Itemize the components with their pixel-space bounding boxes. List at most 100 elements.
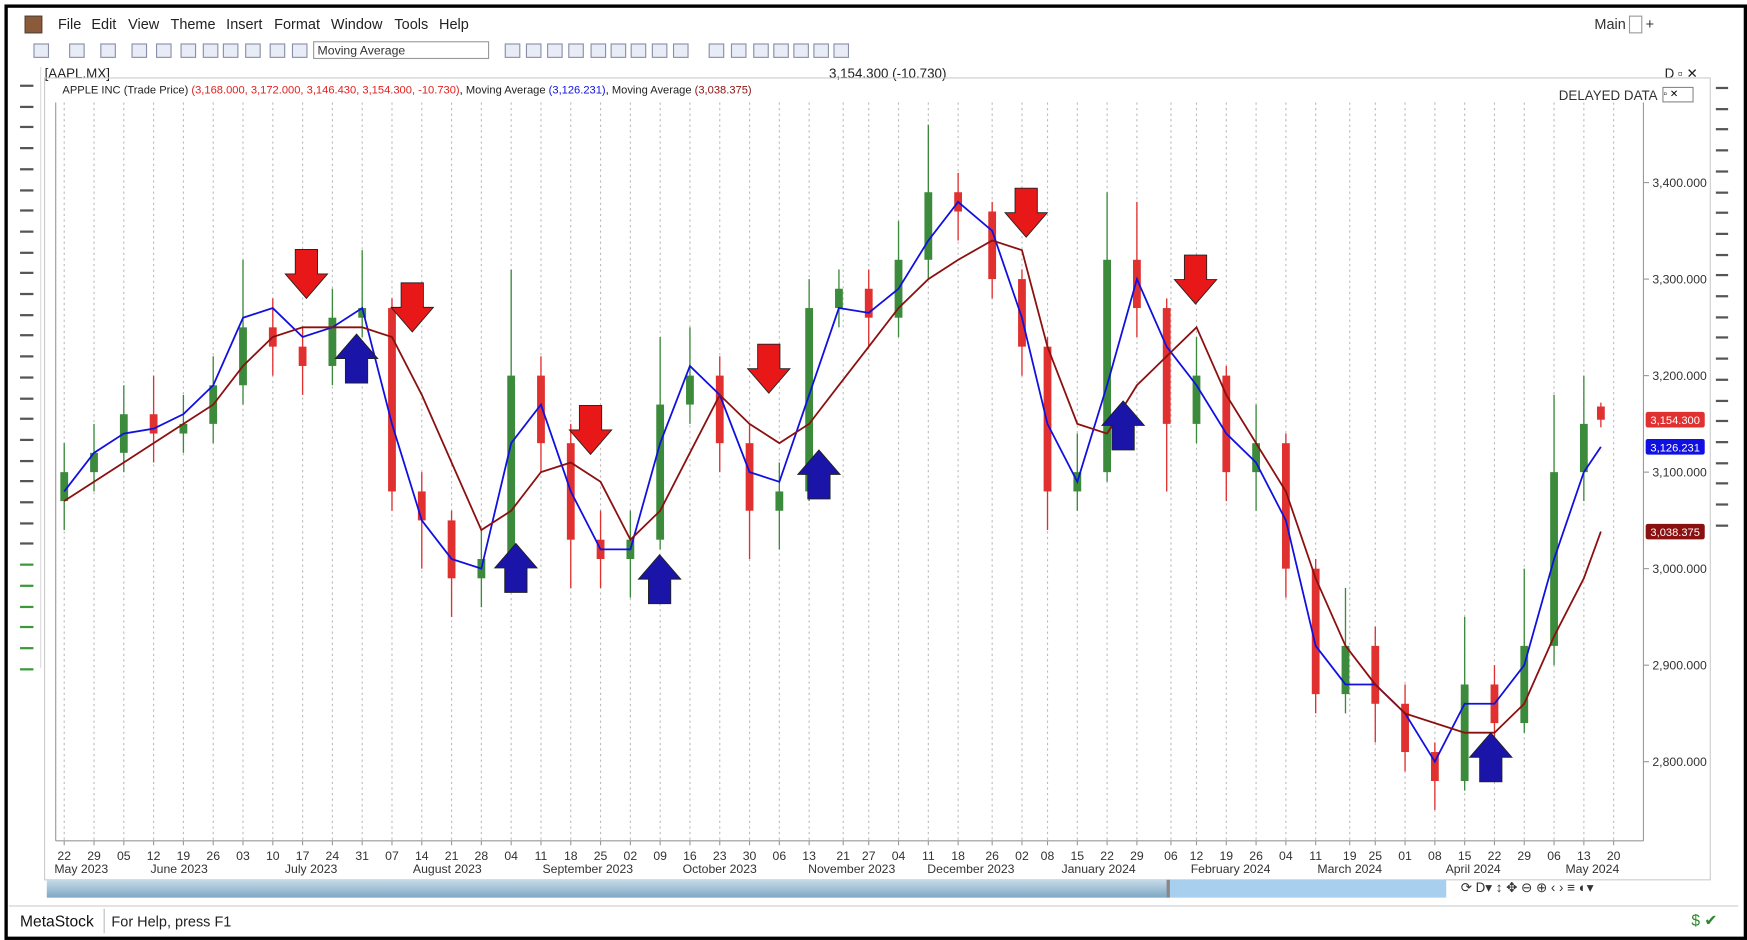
menu-item[interactable]: View: [128, 15, 160, 33]
menu-item[interactable]: Help: [438, 15, 469, 33]
scroll-thumb[interactable]: [1166, 879, 1447, 898]
scroll-overview[interactable]: [46, 879, 1167, 898]
menu-item[interactable]: Window: [330, 15, 383, 33]
drawing-tool[interactable]: [20, 532, 34, 546]
tool[interactable]: [1715, 117, 1729, 131]
drawing-tool[interactable]: [20, 448, 34, 462]
drawing-tool[interactable]: [20, 407, 34, 421]
x-tick-label: 11: [535, 849, 548, 863]
tool[interactable]: [1715, 180, 1729, 194]
tool[interactable]: [1715, 159, 1729, 173]
drawing-tool[interactable]: [20, 344, 34, 358]
tool[interactable]: [1715, 305, 1729, 319]
drawing-tool[interactable]: [20, 178, 34, 191]
menu-item[interactable]: Tools: [394, 15, 429, 33]
tool[interactable]: [1715, 430, 1729, 444]
x-tick-label: 21: [836, 849, 850, 863]
menu-item[interactable]: Theme: [170, 15, 216, 33]
indicator-select[interactable]: Moving Average: [313, 41, 490, 60]
tool[interactable]: [1715, 76, 1729, 90]
tool[interactable]: [1715, 263, 1729, 277]
drawing-tool[interactable]: [20, 240, 34, 254]
drawing-tool[interactable]: [20, 219, 34, 233]
tool[interactable]: [1715, 201, 1729, 215]
drawing-tool[interactable]: [20, 386, 34, 400]
tool[interactable]: [1715, 367, 1729, 381]
periodicity[interactable]: D: [1475, 879, 1486, 896]
tool[interactable]: [1715, 409, 1729, 423]
tool[interactable]: [1715, 284, 1729, 298]
tool[interactable]: [1715, 138, 1729, 152]
tool[interactable]: [1715, 492, 1729, 506]
drawing-tool[interactable]: [20, 261, 34, 275]
toolbar-button[interactable]: [610, 43, 627, 58]
drawing-tool[interactable]: [20, 198, 34, 212]
toolbar-button[interactable]: [180, 43, 197, 58]
toolbar-button[interactable]: [630, 43, 647, 58]
toolbar-button[interactable]: [131, 43, 148, 58]
workspace-dropdown[interactable]: [1628, 15, 1643, 34]
scroll-controls[interactable]: ⟳ D▾ ↕ ✥ ⊖ ⊕ ‹ › ≡ ◐▾: [1460, 879, 1594, 896]
drawing-tool[interactable]: [20, 323, 34, 337]
menu-item[interactable]: File: [57, 15, 82, 33]
tool[interactable]: [1715, 326, 1729, 339]
toolbar-button[interactable]: [245, 43, 261, 58]
drawing-tool[interactable]: [20, 636, 34, 650]
drawing-tool[interactable]: [20, 469, 34, 483]
menu-item[interactable]: Insert: [226, 15, 263, 33]
tool[interactable]: [1715, 451, 1729, 464]
toolbar-button[interactable]: [547, 43, 563, 58]
workspace-add[interactable]: +: [1645, 15, 1655, 33]
drawing-tool[interactable]: [20, 136, 34, 150]
drawing-tool[interactable]: [20, 303, 34, 316]
drawing-tool[interactable]: [20, 657, 34, 670]
toolbar-button[interactable]: [202, 43, 219, 58]
tool[interactable]: [1715, 242, 1729, 256]
toolbar-button[interactable]: [525, 43, 542, 58]
tool[interactable]: [1715, 346, 1729, 360]
drawing-tool[interactable]: [20, 282, 34, 296]
drawing-tool[interactable]: [20, 573, 34, 587]
toolbar-button[interactable]: [291, 43, 308, 58]
toolbar-button[interactable]: [708, 43, 725, 58]
menu-item[interactable]: Edit: [91, 15, 117, 33]
toolbar-button[interactable]: [155, 43, 172, 58]
toolbar-button[interactable]: [773, 43, 789, 58]
toolbar-button[interactable]: [672, 43, 689, 58]
tool[interactable]: [1715, 97, 1729, 110]
toolbar-button[interactable]: [69, 43, 85, 58]
drawing-tool[interactable]: [20, 490, 34, 504]
menu-item[interactable]: Format: [274, 15, 320, 33]
tool[interactable]: [1715, 513, 1729, 527]
drawing-tool[interactable]: [20, 365, 34, 379]
drawing-tool[interactable]: [20, 594, 34, 608]
toolbar-button[interactable]: [33, 43, 50, 58]
workspace[interactable]: Main: [1594, 15, 1626, 33]
pane-controls[interactable]: ▫ ✕: [1662, 86, 1694, 103]
toolbar-button[interactable]: [590, 43, 607, 58]
toolbar-button[interactable]: [100, 43, 116, 58]
drawing-tool[interactable]: [20, 552, 34, 566]
drawing-tool[interactable]: [20, 511, 34, 525]
toolbar-button[interactable]: [833, 43, 850, 58]
drawing-tool[interactable]: [20, 74, 34, 87]
toolbar-button[interactable]: [753, 43, 769, 58]
drawing-tool[interactable]: [20, 428, 34, 441]
toolbar-button[interactable]: [730, 43, 747, 58]
toolbar-button[interactable]: [793, 43, 809, 58]
toolbar-button[interactable]: [222, 43, 239, 58]
tool[interactable]: [1715, 388, 1729, 402]
toolbar-button[interactable]: [568, 43, 584, 58]
tool[interactable]: [1715, 222, 1729, 235]
candle-body: [507, 375, 516, 560]
tool[interactable]: [1715, 471, 1729, 485]
toolbar-button[interactable]: [651, 43, 668, 58]
drawing-tool[interactable]: [20, 115, 34, 129]
toolbar-button[interactable]: [269, 43, 286, 58]
drawing-tool[interactable]: [20, 94, 34, 108]
drawing-tool[interactable]: [20, 615, 34, 629]
toolbar-button[interactable]: [813, 43, 829, 58]
drawing-tool[interactable]: [20, 157, 34, 171]
toolbar-button[interactable]: [504, 43, 521, 58]
candle-body: [1252, 443, 1260, 473]
